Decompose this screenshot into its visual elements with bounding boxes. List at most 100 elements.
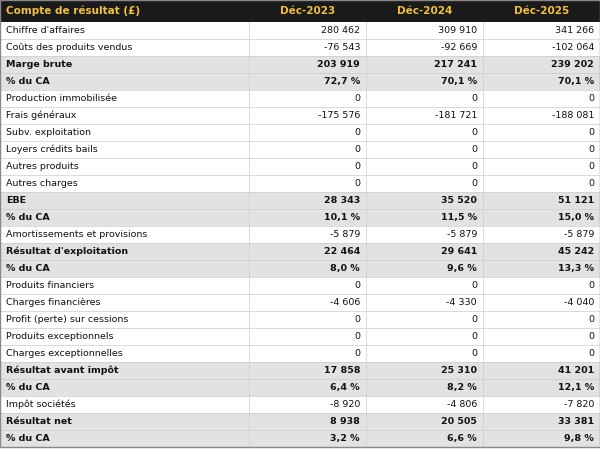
Text: 8,2 %: 8,2 % — [447, 383, 477, 392]
Text: -5 879: -5 879 — [563, 230, 594, 239]
Text: Amortissements et provisions: Amortissements et provisions — [6, 230, 148, 239]
Text: Coûts des produits vendus: Coûts des produits vendus — [6, 43, 133, 52]
Text: Résultat avant impôt: Résultat avant impôt — [6, 366, 119, 375]
Text: Autres charges: Autres charges — [6, 179, 78, 188]
Text: -8 920: -8 920 — [329, 400, 360, 409]
Text: 70,1 %: 70,1 % — [441, 77, 477, 86]
Text: 22 464: 22 464 — [323, 247, 360, 256]
Bar — [0, 328, 600, 345]
Text: 70,1 %: 70,1 % — [558, 77, 594, 86]
Text: 0: 0 — [588, 145, 594, 154]
Bar — [0, 158, 600, 175]
Text: EBE: EBE — [6, 196, 26, 205]
Bar — [0, 124, 600, 141]
Text: Marge brute: Marge brute — [6, 60, 72, 69]
Bar — [0, 396, 600, 413]
Bar — [0, 277, 600, 294]
Bar — [0, 56, 600, 73]
Text: Autres produits: Autres produits — [6, 162, 79, 171]
Text: 17 858: 17 858 — [323, 366, 360, 375]
Text: 341 266: 341 266 — [555, 26, 594, 35]
Text: 0: 0 — [471, 349, 477, 358]
Text: -4 040: -4 040 — [563, 298, 594, 307]
Text: 0: 0 — [354, 179, 360, 188]
Text: 35 520: 35 520 — [441, 196, 477, 205]
Text: 0: 0 — [588, 281, 594, 290]
Text: Résultat d'exploitation: Résultat d'exploitation — [6, 247, 128, 256]
Text: Déc-2023: Déc-2023 — [280, 6, 335, 16]
Bar — [0, 226, 600, 243]
Text: Subv. exploitation: Subv. exploitation — [6, 128, 91, 137]
Bar — [0, 243, 600, 260]
Text: 72,7 %: 72,7 % — [324, 77, 360, 86]
Text: 0: 0 — [471, 281, 477, 290]
Text: Profit (perte) sur cessions: Profit (perte) sur cessions — [6, 315, 128, 324]
Text: -102 064: -102 064 — [551, 43, 594, 52]
Text: -181 721: -181 721 — [434, 111, 477, 120]
Text: 0: 0 — [588, 94, 594, 103]
Text: 0: 0 — [354, 94, 360, 103]
Text: Compte de résultat (£): Compte de résultat (£) — [6, 6, 140, 16]
Text: 0: 0 — [354, 349, 360, 358]
Bar — [0, 362, 600, 379]
Text: -4 606: -4 606 — [329, 298, 360, 307]
Bar — [0, 294, 600, 311]
Text: 28 343: 28 343 — [324, 196, 360, 205]
Text: -5 879: -5 879 — [329, 230, 360, 239]
Text: 0: 0 — [471, 128, 477, 137]
Text: Frais généraux: Frais généraux — [6, 111, 76, 120]
Text: -76 543: -76 543 — [323, 43, 360, 52]
Text: 0: 0 — [354, 162, 360, 171]
Text: 11,5 %: 11,5 % — [441, 213, 477, 222]
Text: 12,1 %: 12,1 % — [558, 383, 594, 392]
Text: 280 462: 280 462 — [321, 26, 360, 35]
Text: 0: 0 — [354, 332, 360, 341]
Bar — [0, 141, 600, 158]
Bar — [0, 345, 600, 362]
Text: 0: 0 — [354, 145, 360, 154]
Text: Résultat net: Résultat net — [6, 417, 72, 426]
Text: 309 910: 309 910 — [438, 26, 477, 35]
Text: 25 310: 25 310 — [441, 366, 477, 375]
Text: 13,3 %: 13,3 % — [558, 264, 594, 273]
Text: -175 576: -175 576 — [317, 111, 360, 120]
Text: Loyers crédits bails: Loyers crédits bails — [6, 145, 98, 154]
Bar — [0, 175, 600, 192]
Text: Produits financiers: Produits financiers — [6, 281, 94, 290]
Text: 0: 0 — [471, 145, 477, 154]
Text: 0: 0 — [471, 94, 477, 103]
Text: 8 938: 8 938 — [330, 417, 360, 426]
Text: -7 820: -7 820 — [563, 400, 594, 409]
Text: Chiffre d'affaires: Chiffre d'affaires — [6, 26, 85, 35]
Text: 0: 0 — [588, 162, 594, 171]
Text: Impôt sociétés: Impôt sociétés — [6, 400, 76, 409]
Text: 0: 0 — [588, 349, 594, 358]
Bar — [0, 430, 600, 447]
Text: Charges financières: Charges financières — [6, 298, 101, 307]
Bar — [0, 39, 600, 56]
Text: 0: 0 — [588, 332, 594, 341]
Bar — [0, 413, 600, 430]
Bar — [0, 209, 600, 226]
Bar — [0, 0, 600, 22]
Text: 9,8 %: 9,8 % — [564, 434, 594, 443]
Text: Déc-2025: Déc-2025 — [514, 6, 569, 16]
Text: Déc-2024: Déc-2024 — [397, 6, 452, 16]
Text: 203 919: 203 919 — [317, 60, 360, 69]
Text: Charges exceptionnelles: Charges exceptionnelles — [6, 349, 123, 358]
Text: % du CA: % du CA — [6, 383, 50, 392]
Text: 0: 0 — [588, 179, 594, 188]
Text: -92 669: -92 669 — [440, 43, 477, 52]
Text: 239 202: 239 202 — [551, 60, 594, 69]
Text: 0: 0 — [354, 315, 360, 324]
Bar — [0, 73, 600, 90]
Bar — [0, 90, 600, 107]
Text: 217 241: 217 241 — [434, 60, 477, 69]
Text: 0: 0 — [354, 128, 360, 137]
Text: 10,1 %: 10,1 % — [324, 213, 360, 222]
Text: 6,4 %: 6,4 % — [331, 383, 360, 392]
Bar — [0, 379, 600, 396]
Text: 0: 0 — [471, 162, 477, 171]
Text: 29 641: 29 641 — [440, 247, 477, 256]
Text: -4 806: -4 806 — [446, 400, 477, 409]
